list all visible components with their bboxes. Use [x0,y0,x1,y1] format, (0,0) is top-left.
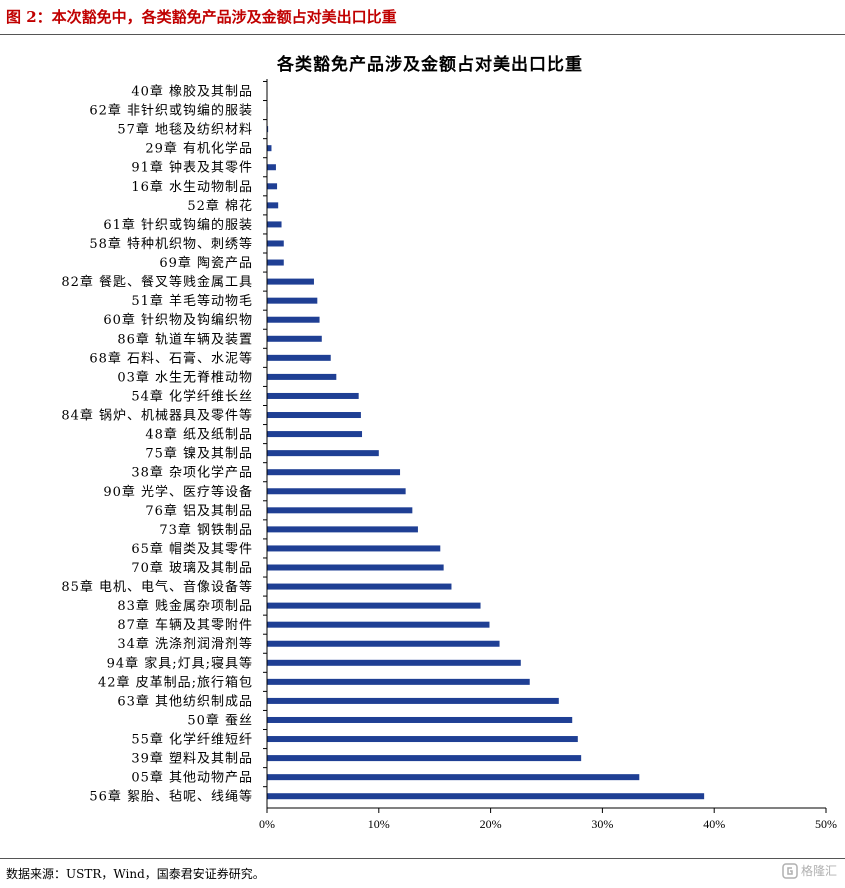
category-label: 34章 洗涤剂润滑剂等 [117,636,253,652]
category-label: 60章 针织物及钩编织物 [103,312,253,328]
category-label: 52章 棉花 [187,198,253,214]
figure-caption: 图 2：本次豁免中，各类豁免产品涉及金额占对美出口比重 [6,8,397,26]
bar [267,659,521,666]
bar [267,202,279,209]
bottom-divider [0,858,845,859]
category-label: 40章 橡胶及其制品 [131,84,253,100]
bar [267,373,337,380]
category-label: 05章 其他动物产品 [131,770,253,786]
category-label: 03章 水生无脊椎动物 [117,369,253,385]
bar [267,183,278,190]
category-label: 86章 轨道车辆及装置 [117,331,253,347]
bar [267,164,276,171]
category-label: 76章 铝及其制品 [145,503,253,519]
bar [267,507,413,514]
watermark-text: 格隆汇 [800,864,837,878]
bar-chart: 各类豁免产品涉及金额占对美出口比重 40章 橡胶及其制品 62章 非针织或钩编的服… [61,54,837,831]
bar [267,259,284,266]
bar [267,545,441,552]
category-label: 61章 针织或钩编的服装 [103,217,253,233]
category-label: 48章 纸及纸制品 [145,427,253,443]
category-label: 70章 玻璃及其制品 [131,560,253,576]
watermark: 格隆汇 [782,862,837,879]
category-label: 55章 化学纤维短纤 [131,732,253,748]
bar [267,278,314,285]
category-label: 75章 镍及其制品 [145,446,253,462]
bar [267,640,500,647]
bar [267,774,640,781]
category-label: 63章 其他纺织制成品 [117,693,253,709]
bar [267,602,481,609]
bar [267,412,361,419]
category-label: 56章 絮胎、毡呢、线绳等 [89,789,253,805]
bar [267,793,705,800]
category-label: 62章 非针织或钩编的服装 [89,103,253,119]
x-tick-label: 30% [591,817,613,831]
category-label: 68章 石料、石膏、水泥等 [89,350,253,366]
category-label: 39章 塑料及其制品 [131,751,253,767]
bar [267,621,490,628]
bar [267,335,322,342]
bar [267,736,578,743]
category-label: 65章 帽类及其零件 [131,541,253,557]
bar [267,431,363,438]
category-label: 50章 蚕丝 [187,712,253,728]
bar [267,126,269,133]
bar [267,755,582,762]
top-divider [0,34,845,35]
bar [267,354,331,361]
bar [267,392,359,399]
bar [267,240,284,247]
bar [267,488,406,495]
category-label: 91章 钟表及其零件 [131,160,253,176]
category-label: 82章 餐匙、餐叉等贱金属工具 [61,274,253,290]
x-tick-label: 0% [259,817,275,831]
x-tick-label: 50% [815,817,837,831]
category-label: 69章 陶瓷产品 [159,255,253,271]
x-axis: 0% 10% 20% 30% 40% 50% [259,79,837,831]
logo-icon [782,862,798,879]
category-label: 83章 贱金属杂项制品 [117,598,253,614]
category-label: 51章 羊毛等动物毛 [131,293,253,309]
x-tick-label: 20% [480,817,502,831]
bar [267,450,379,457]
bar [267,526,418,533]
category-label: 87章 车辆及其零附件 [117,617,253,633]
bar [267,678,530,685]
bar [267,469,401,476]
chart-title: 各类豁免产品涉及金额占对美出口比重 [276,54,583,75]
category-label: 73章 钢铁制品 [159,522,253,538]
category-label: 16章 水生动物制品 [131,179,253,195]
bar [267,145,272,152]
source-note: 数据来源：USTR，Wind，国泰君安证券研究。 [6,867,265,881]
category-label: 54章 化学纤维长丝 [131,388,253,404]
bar [267,564,444,571]
x-tick-label: 10% [368,817,390,831]
category-label: 58章 特种机织物、刺绣等 [89,236,253,252]
category-label: 42章 皮革制品;旅行箱包 [98,674,253,690]
category-label: 38章 杂项化学产品 [131,465,253,481]
category-label: 84章 锅炉、机械器具及零件等 [61,408,253,424]
category-label: 29章 有机化学品 [145,141,253,157]
category-label: 90章 光学、医疗等设备 [103,484,253,500]
bar [267,583,452,590]
x-tick-label: 40% [703,817,725,831]
category-label: 94章 家具;灯具;寝具等 [107,655,253,671]
bar [267,716,573,723]
category-labels: 40章 橡胶及其制品 62章 非针织或钩编的服装 57章 地毯及纺织材料 29章 有机… [61,84,253,805]
category-label: 85章 电机、电气、音像设备等 [61,579,253,595]
bar [267,697,559,704]
bar [267,316,320,323]
bars-layer [267,88,705,800]
bar [267,221,282,228]
bar [267,297,318,304]
category-label: 57章 地毯及纺织材料 [117,122,253,138]
